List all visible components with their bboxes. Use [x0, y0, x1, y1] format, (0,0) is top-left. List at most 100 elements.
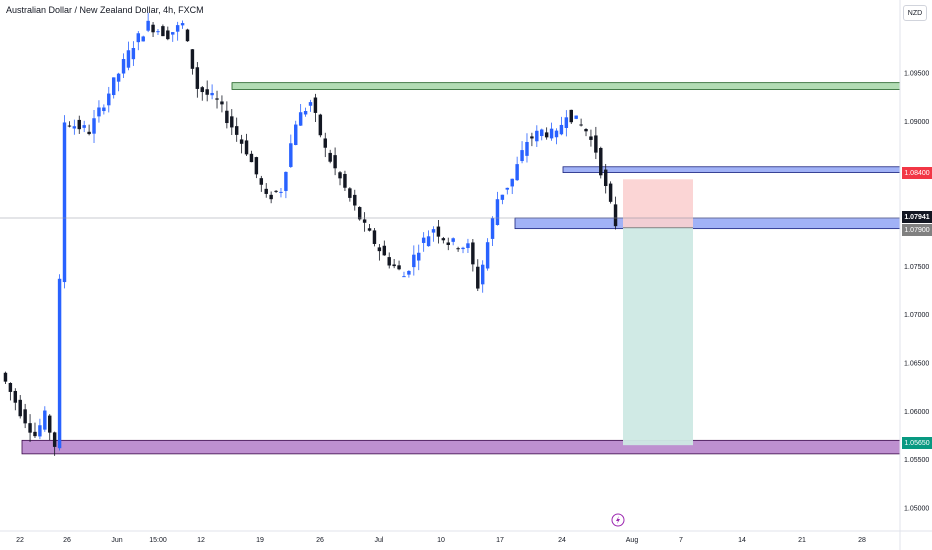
entry-price-label: 1.07900: [902, 224, 932, 236]
candle: [608, 181, 613, 204]
position-layer: [623, 179, 693, 446]
candle: [215, 90, 219, 109]
x-tick-label: 7: [679, 537, 683, 544]
x-tick-label: 14: [738, 537, 746, 544]
candle: [205, 80, 209, 102]
candle: [284, 171, 288, 199]
candle: [28, 414, 32, 443]
x-tick-label: 28: [858, 537, 866, 544]
candle: [554, 128, 559, 145]
candle: [417, 244, 421, 271]
candle: [254, 156, 259, 179]
candle: [549, 122, 554, 141]
candle: [471, 239, 475, 272]
candle: [175, 21, 180, 41]
candle: [362, 212, 367, 232]
y-tick-label: 1.07000: [904, 312, 929, 319]
candle: [48, 414, 52, 441]
candle: [603, 163, 608, 194]
candle: [485, 238, 490, 271]
candle: [52, 431, 57, 456]
candle: [318, 113, 323, 138]
x-tick-label: Jun: [111, 537, 122, 544]
y-tick-label: 1.09500: [904, 71, 929, 78]
candle: [230, 109, 234, 135]
symbol-title: Australian Dollar / New Zealand Dollar, …: [6, 5, 204, 15]
candle: [18, 395, 22, 419]
candle: [490, 216, 495, 246]
y-tick-label: 1.06000: [904, 409, 929, 416]
candle: [461, 246, 465, 254]
x-tick-label: 26: [316, 537, 324, 544]
candle: [200, 86, 204, 101]
zone-upper-blue[interactable]: [562, 166, 901, 173]
candle: [500, 194, 505, 205]
candle: [116, 72, 121, 92]
x-tick-label: Jul: [375, 537, 384, 544]
candle: [274, 190, 278, 194]
x-tick-label: Aug: [626, 537, 639, 544]
stop-loss-zone[interactable]: [623, 179, 693, 228]
candle: [166, 26, 170, 41]
candle: [476, 259, 480, 292]
candle: [338, 170, 342, 186]
candle: [121, 53, 126, 79]
candle: [210, 84, 214, 100]
candle: [234, 117, 239, 142]
candle: [397, 260, 401, 271]
candle: [185, 28, 190, 42]
candle: [279, 188, 283, 198]
y-tick-label: 1.06500: [904, 361, 929, 368]
take-profit-zone[interactable]: [623, 227, 693, 446]
candle: [353, 189, 357, 211]
candle: [446, 237, 450, 251]
candle: [367, 223, 372, 232]
zone-resistance[interactable]: [231, 82, 901, 90]
candle: [387, 252, 391, 269]
candle: [426, 230, 431, 247]
candle: [146, 12, 150, 33]
time-axis: 22 26 Jun 15:00 12 19 26 Jul 10 17 24 Aug 7 14 21 28: [16, 537, 866, 544]
candle: [156, 28, 160, 36]
candle: [333, 147, 337, 176]
candle: [480, 260, 485, 293]
candle: [131, 41, 136, 66]
x-tick-label: 10: [437, 537, 445, 544]
x-tick-label: 15:00: [149, 537, 167, 544]
lightning-icon[interactable]: [611, 513, 625, 527]
candle: [151, 22, 155, 38]
candle: [407, 270, 411, 278]
candle: [72, 119, 77, 135]
candle: [220, 95, 224, 113]
candle: [111, 77, 116, 99]
candle: [530, 132, 534, 147]
candle: [520, 141, 524, 164]
currency-button[interactable]: NZD: [903, 5, 927, 21]
candle: [62, 115, 67, 289]
candle: [107, 86, 111, 113]
candle: [510, 178, 514, 195]
candle: [190, 48, 195, 75]
candle: [540, 128, 544, 141]
target-price-label: 1.05650: [902, 437, 932, 449]
candle: [392, 258, 396, 269]
candle: [431, 226, 436, 242]
candle: [456, 246, 460, 252]
candle: [82, 120, 86, 133]
candle: [515, 156, 519, 181]
x-tick-label: 17: [496, 537, 504, 544]
candle: [559, 116, 564, 136]
candle: [43, 406, 47, 432]
zone-lower-blue[interactable]: [514, 217, 901, 230]
candle: [584, 128, 588, 137]
candle: [564, 110, 569, 137]
candle: [569, 109, 573, 124]
candle: [357, 206, 362, 221]
candle: [466, 238, 470, 253]
candle: [171, 32, 175, 42]
candle: [298, 104, 303, 126]
candle: [239, 134, 244, 154]
zone-support[interactable]: [21, 439, 901, 455]
